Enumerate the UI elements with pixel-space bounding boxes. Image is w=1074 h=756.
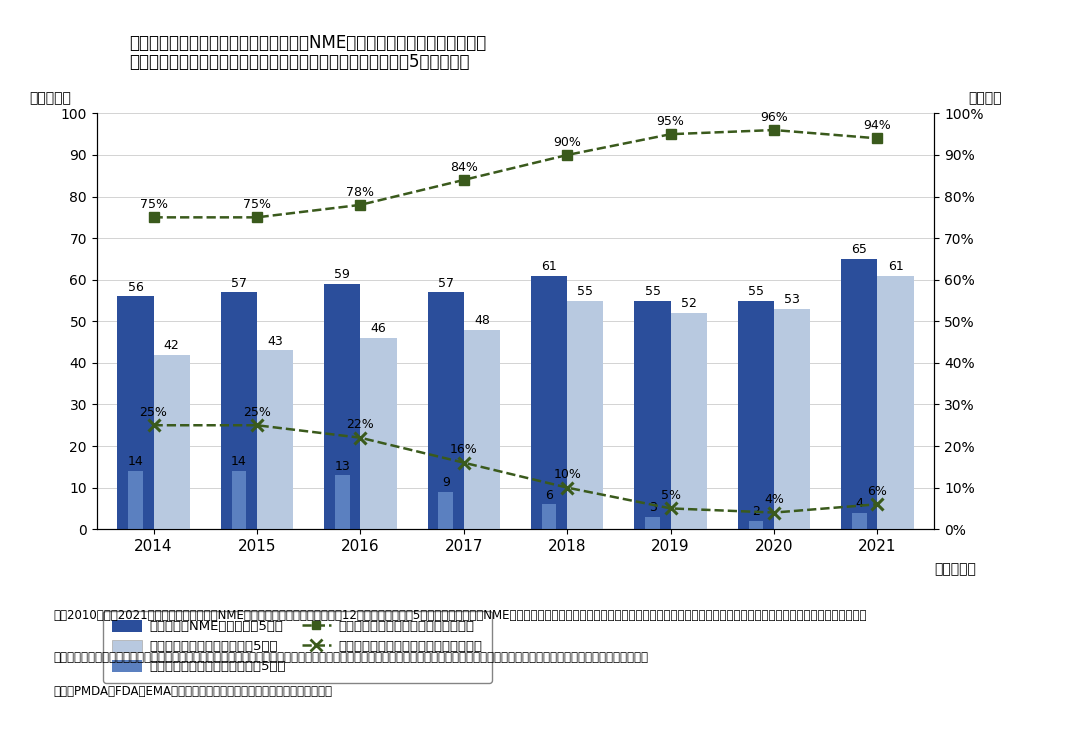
Text: 78%: 78% — [347, 186, 375, 199]
Text: 16%: 16% — [450, 444, 478, 457]
Text: 75%: 75% — [243, 198, 271, 211]
Text: 55: 55 — [644, 285, 661, 298]
Bar — [567, 301, 604, 529]
Bar — [542, 504, 556, 529]
Text: 25%: 25% — [140, 406, 168, 419]
Bar — [361, 338, 396, 529]
Text: 14: 14 — [231, 456, 247, 469]
Text: 55: 55 — [748, 285, 764, 298]
Text: （割合）: （割合） — [968, 91, 1001, 105]
Text: 6%: 6% — [868, 485, 887, 498]
Text: 46: 46 — [371, 323, 387, 336]
Text: 13: 13 — [334, 460, 350, 472]
Text: グローバル承認品目は日本に加えて米国、欧州の２極のいずれかで承認された品目と定義した。ローカルドラッグは米国と欧州では承認されておらず日本でのみ承認された品目と: グローバル承認品目は日本に加えて米国、欧州の２極のいずれかで承認された品目と定義… — [54, 651, 649, 664]
Bar — [117, 296, 154, 529]
Text: 52: 52 — [681, 298, 697, 311]
Text: 90%: 90% — [553, 136, 581, 149]
Text: 61: 61 — [888, 260, 903, 273]
Text: 図７　日本で承認されたバイオ医薬品のNME承認品目数、グローバル承認品: 図７ 日本で承認されたバイオ医薬品のNME承認品目数、グローバル承認品 — [129, 34, 487, 52]
Text: 10%: 10% — [553, 469, 581, 482]
Bar — [749, 521, 764, 529]
Text: 61: 61 — [541, 260, 557, 273]
Text: （調査年）: （調査年） — [934, 562, 976, 577]
Text: 42: 42 — [163, 339, 179, 352]
Text: 4: 4 — [856, 497, 863, 510]
Bar — [257, 351, 293, 529]
Text: 57: 57 — [438, 277, 453, 290]
Text: 56: 56 — [128, 281, 144, 294]
Text: 2: 2 — [752, 506, 760, 519]
Text: 84%: 84% — [450, 161, 478, 174]
Bar — [438, 492, 453, 529]
Text: 9: 9 — [441, 476, 450, 489]
Text: 57: 57 — [231, 277, 247, 290]
Text: 5%: 5% — [661, 489, 681, 502]
Bar — [670, 313, 707, 529]
Text: 4%: 4% — [764, 494, 784, 507]
Bar — [324, 284, 361, 529]
Text: 59: 59 — [334, 268, 350, 281]
Text: 75%: 75% — [140, 198, 168, 211]
Legend: 国内バイオNME合計（直近5年）, グローバル承認品目数（直近5年）, 国内ローカルドラッグ数（直近5年）, グローバル承認品目数の割合（右軸）, 国内ローカル: 国内バイオNME合計（直近5年）, グローバル承認品目数（直近5年）, 国内ロー… — [103, 611, 492, 683]
Bar — [645, 517, 659, 529]
Text: 22%: 22% — [347, 419, 374, 432]
Bar — [738, 301, 774, 529]
Bar — [464, 330, 500, 529]
Bar — [154, 355, 190, 529]
Bar — [335, 476, 349, 529]
Text: 55: 55 — [578, 285, 593, 298]
Bar — [221, 293, 257, 529]
Text: 94%: 94% — [863, 119, 891, 132]
Text: 53: 53 — [784, 293, 800, 306]
Bar — [852, 513, 867, 529]
Bar — [531, 276, 567, 529]
Bar — [232, 471, 246, 529]
Bar — [877, 276, 914, 529]
Text: 25%: 25% — [243, 406, 271, 419]
Text: （品目数）: （品目数） — [30, 91, 72, 105]
Bar — [841, 259, 877, 529]
Bar — [427, 293, 464, 529]
Text: 96%: 96% — [760, 111, 788, 124]
Text: 48: 48 — [474, 314, 490, 327]
Text: 注：2010年から2021年に日本で承認されたNMEを対象とし、調査時点毎（各年12月末日毎）に直近5年のバイオ医薬品のNME承認数を算出した。調査時点毎の欧米: 注：2010年から2021年に日本で承認されたNMEを対象とし、調査時点毎（各年… — [54, 609, 867, 621]
Bar — [774, 309, 810, 529]
Text: 14: 14 — [128, 456, 143, 469]
Text: 目数、ローカルドラッグ数とそれら割合の年次推移（直近5年合計値）: 目数、ローカルドラッグ数とそれら割合の年次推移（直近5年合計値） — [129, 53, 469, 71]
Bar — [128, 471, 143, 529]
Text: 3: 3 — [649, 501, 656, 514]
Text: 43: 43 — [267, 335, 282, 348]
Text: 出所：PMDA、FDA、EMAの各公開情報をもとに医薬産業政策研究所にて作成: 出所：PMDA、FDA、EMAの各公開情報をもとに医薬産業政策研究所にて作成 — [54, 685, 333, 698]
Bar — [635, 301, 670, 529]
Text: 6: 6 — [546, 489, 553, 502]
Text: 95%: 95% — [656, 115, 684, 128]
Text: 65: 65 — [852, 243, 868, 256]
